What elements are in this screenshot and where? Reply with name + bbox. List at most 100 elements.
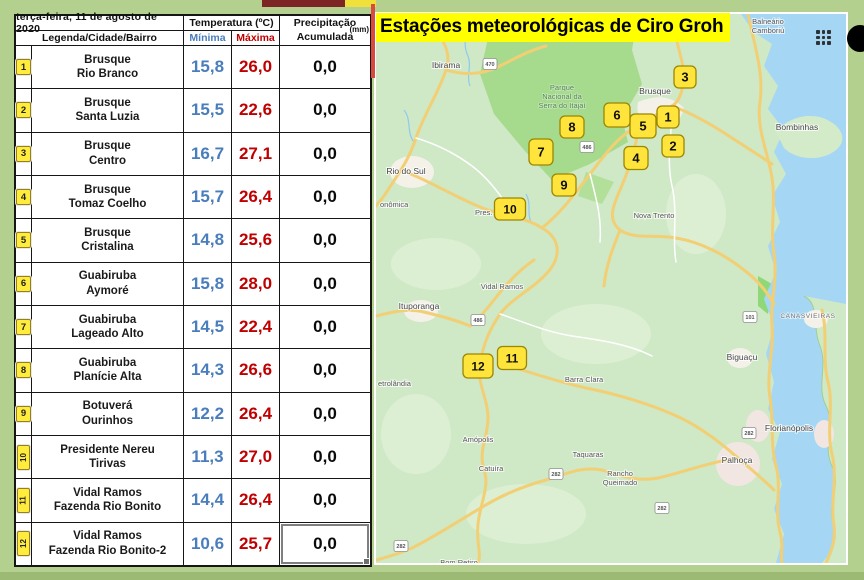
city-district-cell[interactable]: Brusque Santa Luzia: [32, 89, 184, 132]
max-temp-cell[interactable]: 27,1: [232, 132, 280, 175]
max-temp-cell[interactable]: 22,6: [232, 89, 280, 132]
map-marker-2[interactable]: 2: [661, 134, 685, 158]
map-canvas[interactable]: Balneário Camboriú Ibirama Parque Nacional d…: [374, 12, 848, 565]
svg-text:282: 282: [657, 506, 666, 512]
max-temp-cell[interactable]: 26,4: [232, 479, 280, 522]
minor-roads: [415, 105, 677, 357]
max-temp-cell[interactable]: 27,0: [232, 435, 280, 479]
max-temp-cell[interactable]: 28,0: [232, 262, 280, 305]
precip-cell[interactable]: 0,0: [280, 523, 370, 566]
station-number-cell[interactable]: 11: [16, 479, 32, 522]
city-district-cell[interactable]: Vidal Ramos Fazenda Rio Bonito-2: [32, 522, 184, 565]
precip-cell[interactable]: 0,0: [313, 57, 337, 77]
map-marker-6[interactable]: 6: [603, 102, 631, 128]
station-number-cell[interactable]: 7: [16, 305, 32, 349]
station-number-cell[interactable]: 5: [16, 219, 32, 262]
table-row: 4 Brusque Tomaz Coelho 15,7 26,4 0,0: [16, 175, 370, 220]
station-number-badge: 3: [16, 145, 31, 162]
min-temp-cell[interactable]: 15,8: [184, 46, 232, 89]
min-temp-cell[interactable]: 12,2: [184, 392, 232, 435]
map-marker-3[interactable]: 3: [673, 65, 697, 89]
precip-cell[interactable]: 0,0: [313, 403, 337, 423]
city-name: Guabiruba: [78, 313, 137, 326]
map-marker-12[interactable]: 12: [462, 353, 494, 379]
map-marker-4[interactable]: 4: [623, 145, 649, 171]
city-district-cell[interactable]: Presidente Nereu Tirivas: [32, 435, 184, 479]
precip-cell[interactable]: 0,0: [313, 447, 337, 467]
city-district-cell[interactable]: Vidal Ramos Fazenda Rio Bonito: [32, 479, 184, 522]
map-marker-7[interactable]: 7: [528, 138, 554, 166]
map-marker-9[interactable]: 9: [551, 173, 577, 197]
max-temp-cell[interactable]: 22,4: [232, 305, 280, 349]
min-temp-cell[interactable]: 11,3: [184, 435, 232, 479]
map-marker-1[interactable]: 1: [656, 105, 680, 129]
station-number-cell[interactable]: 4: [16, 175, 32, 219]
precip-cell[interactable]: 0,0: [313, 317, 337, 337]
map-marker-8[interactable]: 8: [559, 115, 585, 139]
svg-text:486: 486: [473, 318, 482, 324]
station-number-cell[interactable]: 9: [16, 392, 32, 435]
apps-grid-icon[interactable]: [816, 30, 831, 45]
map-place-label: Ibirama: [432, 60, 461, 70]
precip-cell[interactable]: 0,0: [313, 187, 337, 207]
district-name: Tomaz Coelho: [68, 198, 147, 211]
district-name: Planície Alta: [73, 371, 142, 384]
precip-cell[interactable]: 0,0: [313, 273, 337, 293]
map-place-label: Rancho Queimado: [603, 469, 638, 487]
map-place-label: Catuíra: [479, 464, 504, 473]
map-marker-5[interactable]: 5: [629, 113, 657, 139]
min-temp-cell[interactable]: 15,8: [184, 262, 232, 305]
map-marker-10[interactable]: 10: [493, 197, 527, 221]
city-district-cell[interactable]: Brusque Rio Branco: [32, 46, 184, 89]
city-district-cell[interactable]: Guabiruba Planície Alta: [32, 349, 184, 392]
svg-text:101: 101: [745, 315, 754, 321]
min-temp-cell[interactable]: 10,6: [184, 522, 232, 565]
station-number-cell[interactable]: 8: [16, 349, 32, 392]
station-number-cell[interactable]: 6: [16, 262, 32, 305]
table-row: 2 Brusque Santa Luzia 15,5 22,6 0,0: [16, 89, 370, 133]
precip-line1: Precipitação: [293, 17, 357, 30]
max-temp-cell[interactable]: 26,4: [232, 175, 280, 219]
precip-cell[interactable]: 0,0: [313, 143, 337, 163]
min-temp-cell[interactable]: 15,7: [184, 175, 232, 219]
account-avatar[interactable]: [847, 25, 864, 52]
max-temp-cell[interactable]: 25,7: [232, 522, 280, 565]
min-temp-cell[interactable]: 14,8: [184, 219, 232, 262]
station-number-cell[interactable]: 1: [16, 46, 32, 89]
road-shield: 282: [393, 540, 409, 552]
max-temp-cell[interactable]: 26,6: [232, 349, 280, 392]
max-temp-cell[interactable]: 26,0: [232, 46, 280, 89]
max-temp-cell[interactable]: 25,6: [232, 219, 280, 262]
table-row: 5 Brusque Cristalina 14,8 25,6 0,0: [16, 219, 370, 263]
district-name: Rio Branco: [76, 68, 139, 81]
city-district-cell[interactable]: Brusque Cristalina: [32, 219, 184, 262]
station-number-cell[interactable]: 3: [16, 132, 32, 175]
precip-cell[interactable]: 0,0: [313, 100, 337, 120]
city-district-cell[interactable]: Guabiruba Lageado Alto: [32, 305, 184, 349]
min-temp-cell[interactable]: 16,7: [184, 132, 232, 175]
map-place-label: CANASVIEIRAS: [780, 313, 835, 320]
station-number-cell[interactable]: 12: [16, 522, 32, 565]
city-district-cell[interactable]: Guabiruba Aymoré: [32, 262, 184, 305]
max-temp-cell[interactable]: 26,4: [232, 392, 280, 435]
precip-cell[interactable]: 0,0: [313, 230, 337, 250]
min-temp-cell[interactable]: 14,5: [184, 305, 232, 349]
city-district-cell[interactable]: Brusque Tomaz Coelho: [32, 175, 184, 219]
district-name: Ourinhos: [81, 414, 134, 427]
city-district-cell[interactable]: Botuverá Ourinhos: [32, 392, 184, 435]
city-name: Botuverá: [82, 400, 133, 413]
min-temp-cell[interactable]: 14,4: [184, 479, 232, 522]
station-number-badge: 8: [16, 362, 31, 379]
precip-cell[interactable]: 0,0: [313, 360, 337, 380]
precip-line2: Acumulada: [296, 30, 354, 43]
station-number-cell[interactable]: 2: [16, 89, 32, 132]
precip-cell[interactable]: 0,0: [313, 490, 337, 510]
map-marker-11[interactable]: 11: [496, 345, 528, 371]
map-place-label: etrolândia: [378, 379, 412, 388]
station-number-cell[interactable]: 10: [16, 435, 32, 479]
red-divider-line: [371, 4, 375, 78]
city-district-cell[interactable]: Brusque Centro: [32, 132, 184, 175]
min-temp-cell[interactable]: 15,5: [184, 89, 232, 132]
svg-text:7: 7: [537, 145, 544, 160]
min-temp-cell[interactable]: 14,3: [184, 349, 232, 392]
